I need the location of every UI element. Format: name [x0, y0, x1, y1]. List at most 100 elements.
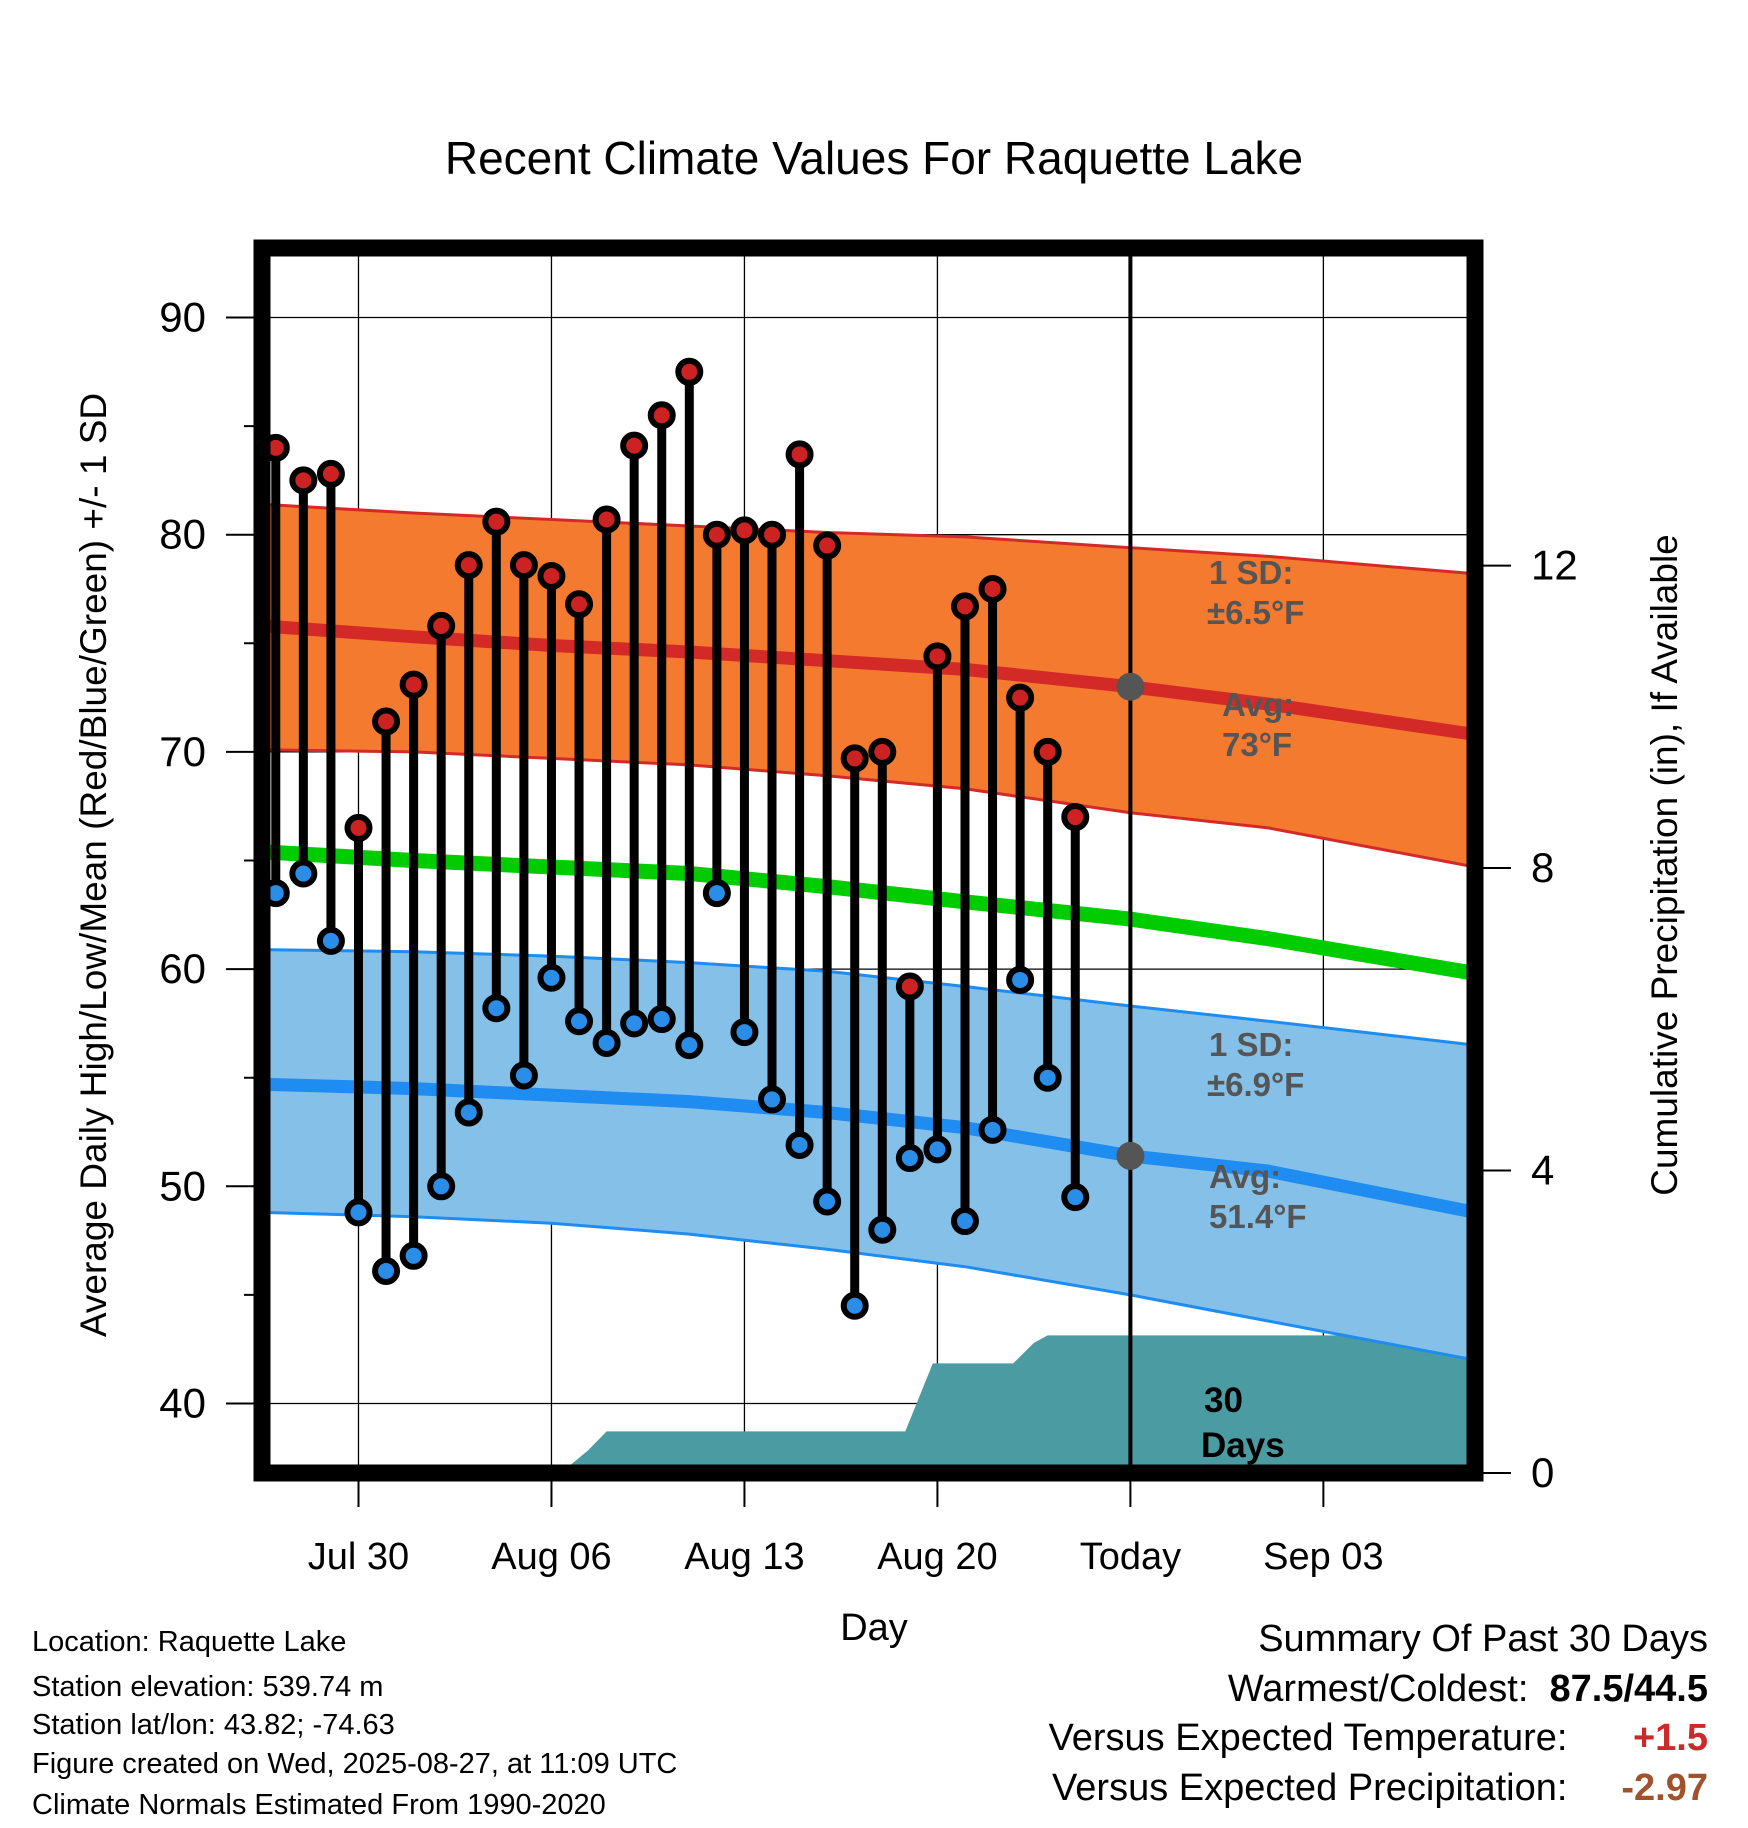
daily-high-point: [895, 972, 924, 1001]
today-marker: [1116, 248, 1145, 1473]
daily-low-point: [482, 994, 511, 1023]
y-axis-label: Average Daily High/Low/Mean (Red/Blue/Gr…: [73, 393, 114, 1337]
elevation-line: Station elevation: 539.74 m: [32, 1671, 384, 1703]
daily-low-point: [344, 1198, 373, 1227]
x-tick-label: Sep 03: [1263, 1536, 1383, 1578]
daily-high-point: [372, 707, 401, 736]
daily-high-point: [399, 670, 428, 699]
temperature-label: Versus Expected Temperature:: [1048, 1717, 1568, 1759]
y-tick-label: 90: [159, 294, 206, 341]
warmest-coldest-value: 87.5/44.5: [1549, 1668, 1708, 1710]
daily-low-point: [647, 1005, 676, 1034]
low-sd-band: [262, 949, 1475, 1361]
daily-low-point: [758, 1085, 787, 1114]
temperature-value: +1.5: [1632, 1717, 1708, 1759]
x-axis-label: Day: [840, 1607, 908, 1649]
daily-low-point: [1061, 1183, 1090, 1212]
daily-low-point: [620, 1009, 649, 1038]
warmest-coldest-label: Warmest/Coldest:: [1227, 1668, 1529, 1710]
daily-high-point: [702, 520, 731, 549]
daily-low-point: [427, 1172, 456, 1201]
daily-low-point: [537, 963, 566, 992]
y2-tick-label: 0: [1531, 1449, 1554, 1496]
created-line: Figure created on Wed, 2025-08-27, at 11…: [32, 1748, 678, 1780]
daily-high-point: [537, 561, 566, 590]
today-high-normal-dot: [1116, 672, 1145, 701]
daily-low-point: [785, 1131, 814, 1160]
axes: 40 50 60 70 80 90 0 4 8 12 Jul 30 Aug 06 Aug 13 Aug 2…: [159, 239, 1578, 1578]
daily-high-point: [344, 813, 373, 842]
x-tick-label: Today: [1080, 1536, 1181, 1578]
normals-line: Climate Normals Estimated From 1990-2020: [32, 1789, 606, 1821]
warmest-coldest-row: Warmest/Coldest: 87.5/44.5: [1228, 1668, 1708, 1711]
daily-high-point: [1033, 737, 1062, 766]
y-tick-label: 60: [159, 945, 206, 992]
daily-low-point: [316, 926, 345, 955]
daily-high-point: [730, 516, 759, 545]
daily-high-point: [592, 505, 621, 534]
y-tick-label: 40: [159, 1379, 206, 1426]
daily-low-point: [840, 1291, 869, 1320]
daily-low-point: [289, 859, 318, 888]
daily-low-point: [868, 1215, 897, 1244]
y-tick-label: 80: [159, 511, 206, 558]
daily-low-point: [565, 1007, 594, 1036]
high-sd-value: ±6.5°F: [1207, 594, 1304, 631]
window-label-30: 30: [1204, 1381, 1243, 1420]
low-sd-value: ±6.9°F: [1207, 1066, 1304, 1103]
low-lower-line: [261, 1210, 1476, 1362]
daily-high-point: [565, 590, 594, 619]
precipitation-label: Versus Expected Precipitation:: [1052, 1767, 1568, 1809]
daily-low-point: [730, 1018, 759, 1047]
location-line: Location: Raquette Lake: [32, 1626, 347, 1658]
x-tick-label: Aug 06: [491, 1536, 611, 1578]
daily-high-point: [1006, 683, 1035, 712]
daily-high-point: [840, 744, 869, 773]
daily-low-point: [702, 879, 731, 908]
daily-high-point: [758, 520, 787, 549]
y2-tick-label: 4: [1531, 1147, 1554, 1194]
daily-high-point: [978, 575, 1007, 604]
y-tick-label: 70: [159, 728, 206, 775]
daily-high-point: [813, 531, 842, 560]
high-sd-label: 1 SD:: [1209, 554, 1293, 591]
daily-high-point: [675, 357, 704, 386]
daily-high-point: [647, 401, 676, 430]
daily-low-point: [399, 1241, 428, 1270]
y-tick-label: 50: [159, 1162, 206, 1209]
daily-low-point: [923, 1135, 952, 1164]
daily-high-point: [923, 642, 952, 671]
daily-high-point: [620, 431, 649, 460]
x-tick-label: Aug 20: [877, 1536, 997, 1578]
daily-series: [261, 357, 1090, 1320]
high-avg-value: 73°F: [1222, 726, 1292, 763]
daily-high-point: [316, 459, 345, 488]
daily-high-point: [454, 551, 483, 580]
daily-low-point: [978, 1115, 1007, 1144]
daily-low-point: [1006, 965, 1035, 994]
x-tick-label: Aug 13: [684, 1536, 804, 1578]
chart-title: Recent Climate Values For Raquette Lake: [445, 132, 1303, 184]
normal-bands: [261, 502, 1477, 1362]
precip-area: [262, 1335, 1475, 1473]
high-avg-label: Avg:: [1222, 686, 1294, 723]
daily-high-point: [289, 466, 318, 495]
precipitation-row: Versus Expected Precipitation: -2.97: [1052, 1767, 1708, 1810]
temperature-row: Versus Expected Temperature: +1.5: [1049, 1717, 1708, 1760]
y2-tick-label: 8: [1531, 844, 1554, 891]
daily-high-point: [509, 551, 538, 580]
daily-low-point: [950, 1207, 979, 1236]
daily-low-point: [813, 1187, 842, 1216]
y2-axis-label: Cumulative Precipitation (in), If Availa…: [1644, 534, 1685, 1196]
low-avg-value: 51.4°F: [1209, 1198, 1307, 1235]
daily-low-point: [675, 1031, 704, 1060]
daily-high-point: [1061, 803, 1090, 832]
daily-high-point: [482, 507, 511, 536]
window-label-days: Days: [1201, 1426, 1285, 1465]
low-sd-label: 1 SD:: [1209, 1026, 1293, 1063]
daily-low-point: [509, 1061, 538, 1090]
high-sd-band: [262, 504, 1475, 867]
annotations: 1 SD: ±6.5°F Avg: 73°F 1 SD: ±6.9°F Avg:…: [1201, 554, 1307, 1465]
daily-high-point: [868, 737, 897, 766]
